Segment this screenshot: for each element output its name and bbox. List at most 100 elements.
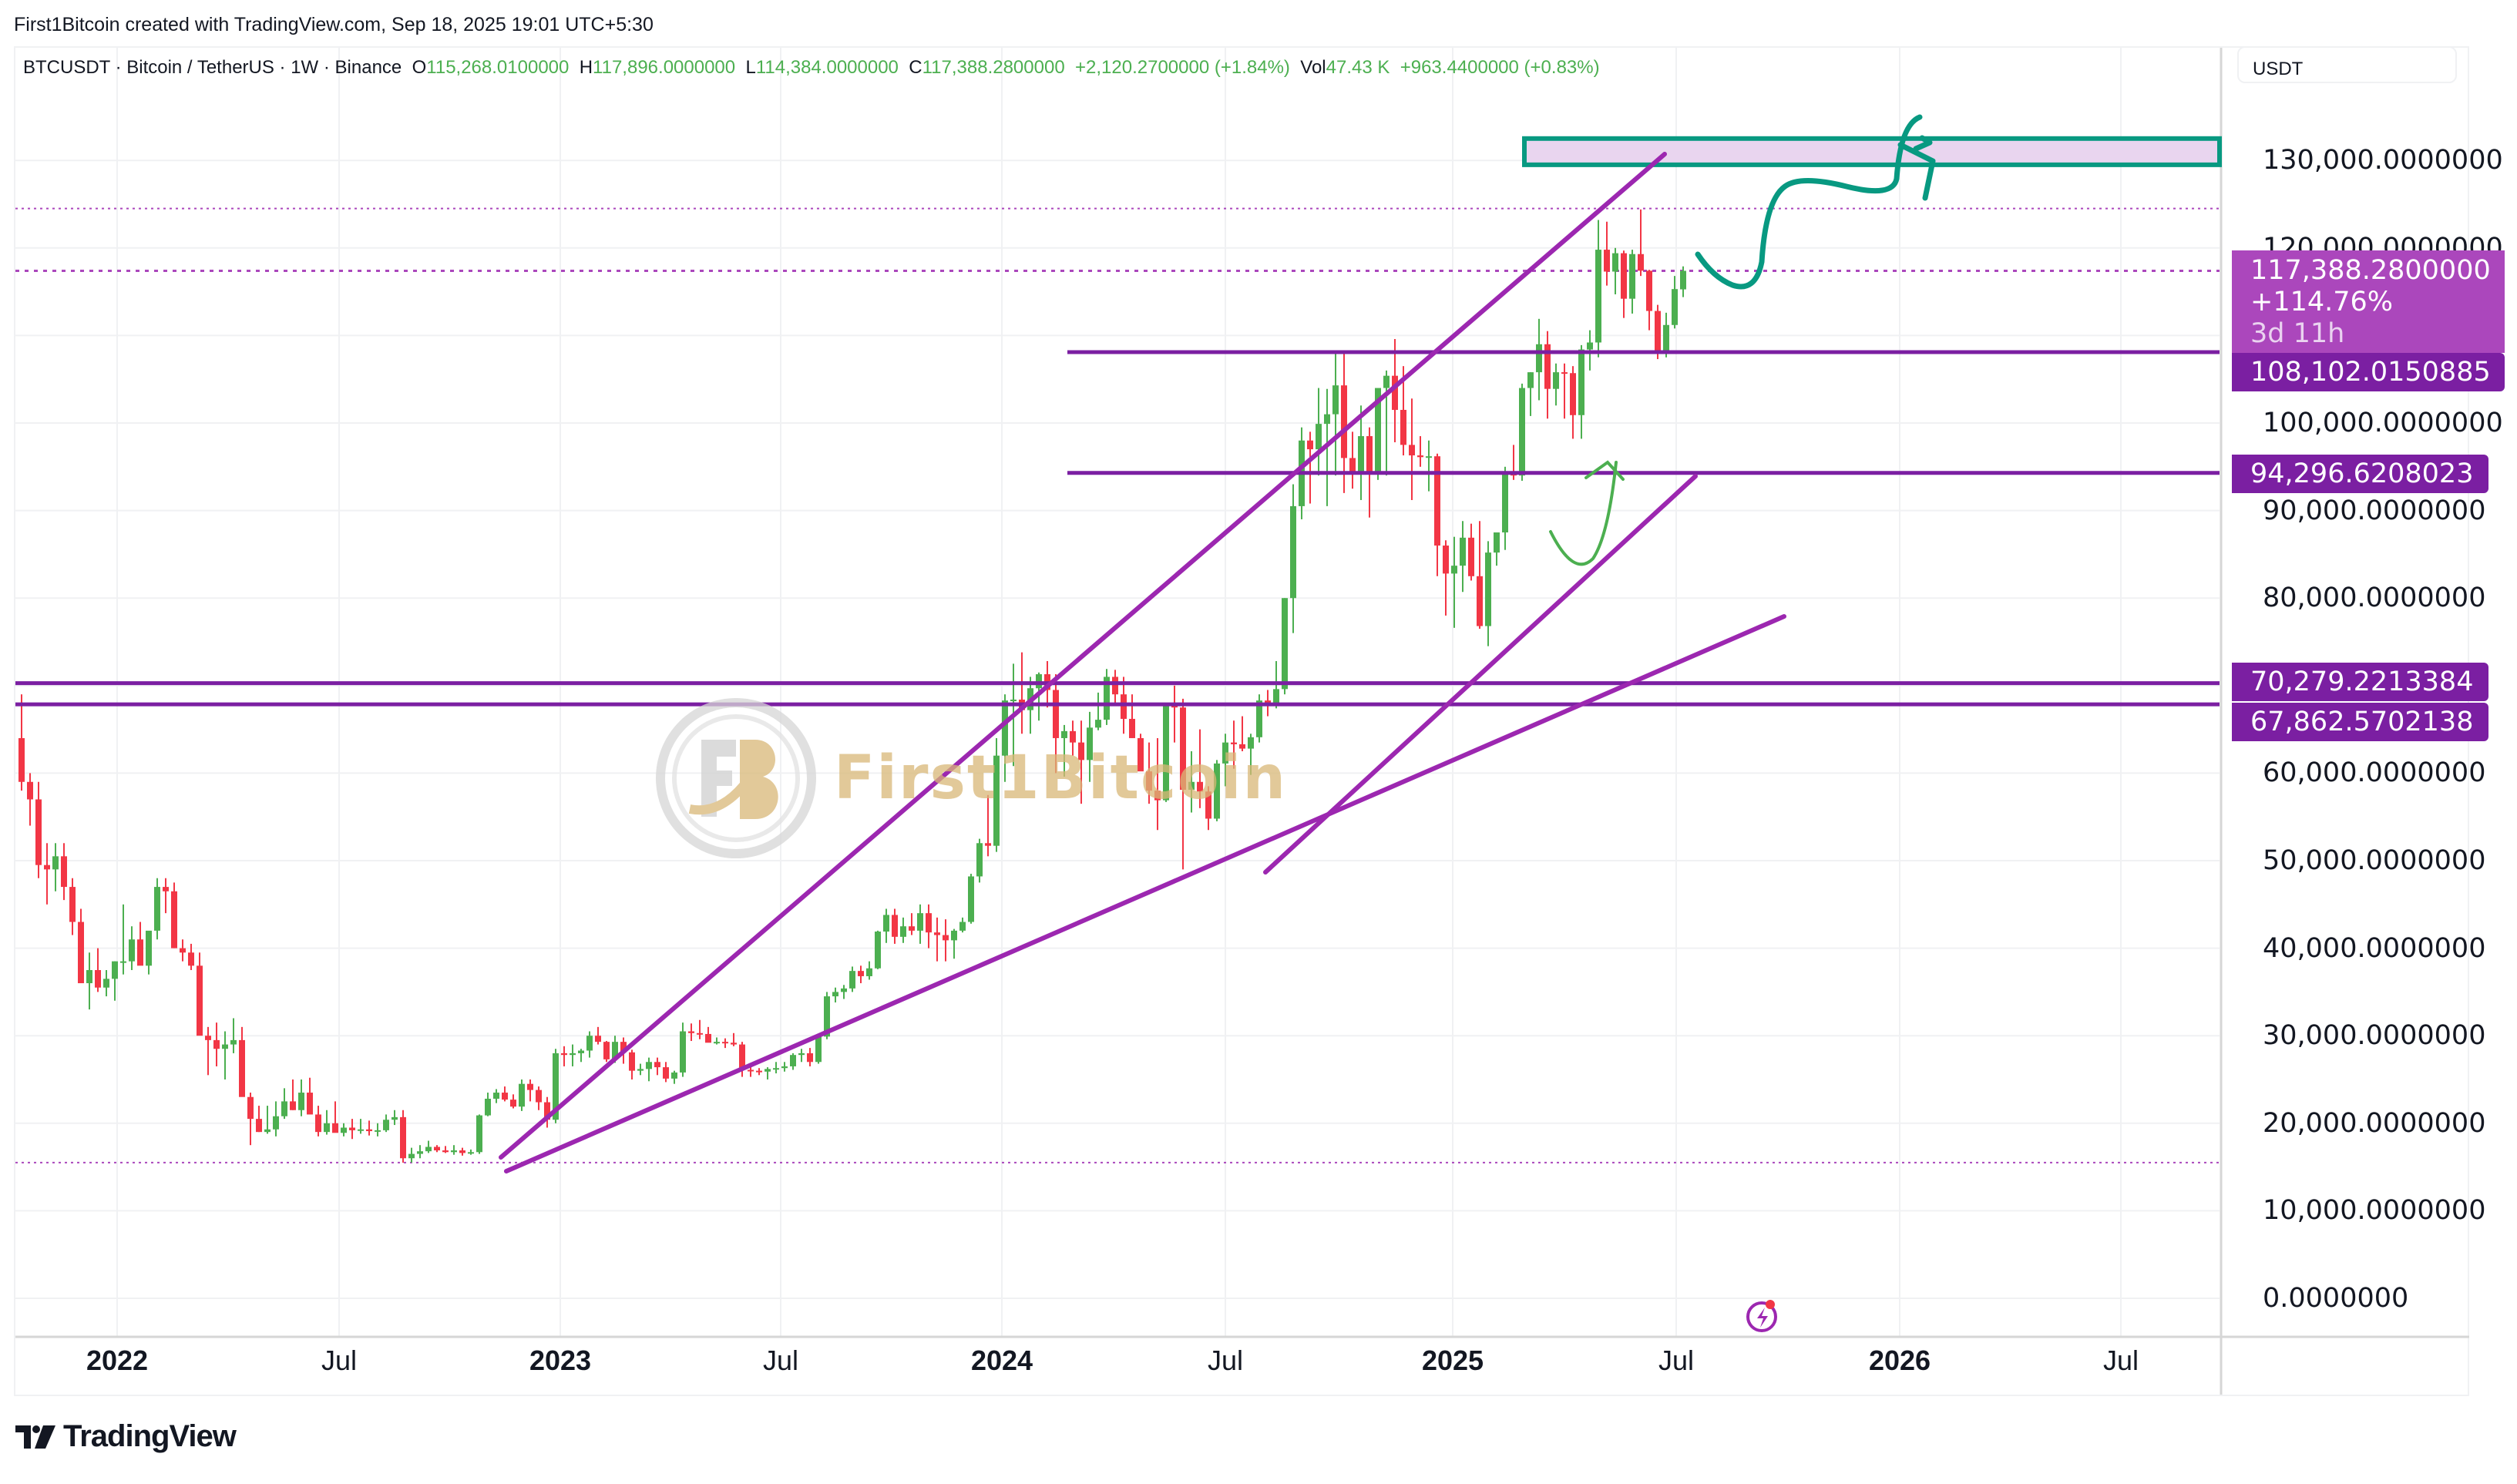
candle: [400, 1110, 406, 1163]
candle: [1205, 786, 1211, 831]
time-tick: 2023: [529, 1345, 592, 1376]
symbol-info[interactable]: BTCUSDT · Bitcoin / TetherUS · 1W · Bina…: [23, 57, 402, 78]
candle: [78, 908, 84, 984]
candle: [1138, 734, 1144, 772]
candle: [654, 1057, 660, 1076]
candle: [765, 1067, 771, 1079]
candle: [434, 1145, 440, 1153]
candle: [442, 1146, 449, 1153]
candle: [69, 878, 76, 935]
candle: [1129, 694, 1135, 738]
current-price-tag: 117,388.2800000 +114.76% 3d 11h: [2232, 250, 2505, 353]
steep-support-trendline: [1263, 474, 1698, 875]
candle: [120, 904, 126, 975]
candle: [18, 694, 25, 791]
candle: [1595, 220, 1601, 358]
open-value: 115,268.0100000: [426, 57, 570, 78]
candle: [705, 1026, 711, 1043]
level-price-tag: 94,296.6208023: [2232, 455, 2488, 493]
time-tick: 2024: [970, 1345, 1033, 1376]
candle: [324, 1110, 330, 1135]
candle: [391, 1110, 398, 1126]
low-value: 114,384.0000000: [755, 57, 899, 78]
candle: [1375, 388, 1381, 480]
candle: [1383, 370, 1390, 476]
candle: [570, 1044, 576, 1066]
price-tick: 90,000.0000000: [2263, 495, 2486, 526]
candle: [1358, 405, 1364, 500]
candle: [468, 1149, 474, 1155]
candle: [129, 926, 135, 970]
price-tick: 50,000.0000000: [2263, 845, 2486, 876]
candle: [680, 1022, 686, 1077]
candle: [281, 1088, 287, 1120]
current-change-pct: +114.76%: [2250, 287, 2394, 317]
candle: [951, 928, 957, 959]
candle: [408, 1147, 415, 1163]
candle: [1612, 247, 1618, 295]
candle: [1002, 694, 1008, 782]
tradingview-logo[interactable]: TradingView: [15, 1419, 237, 1454]
candle: [86, 952, 92, 1010]
candle: [968, 874, 974, 924]
candle: [586, 1031, 593, 1058]
candle: [1256, 694, 1262, 743]
candle: [561, 1046, 567, 1066]
currency-unit-button[interactable]: USDT: [2237, 46, 2457, 83]
candlesticks: [18, 209, 1686, 1163]
candle: [502, 1086, 508, 1102]
time-tick: 2025: [1421, 1345, 1484, 1376]
close-value: 117,388.2800000: [922, 57, 1065, 78]
time-tick: Jul: [1207, 1345, 1244, 1376]
price-tick: 20,000.0000000: [2263, 1107, 2486, 1139]
candle: [485, 1093, 491, 1116]
candle: [341, 1123, 347, 1137]
candle: [1087, 711, 1093, 782]
candle: [1570, 366, 1576, 439]
candle: [519, 1079, 525, 1111]
candle: [1604, 221, 1610, 286]
candle: [1544, 331, 1551, 419]
high-label: H: [579, 57, 593, 78]
candle: [375, 1123, 381, 1137]
candle: [180, 939, 186, 962]
candle: [103, 970, 109, 997]
candle: [417, 1145, 423, 1159]
candle: [1282, 598, 1288, 695]
candle: [222, 1031, 228, 1079]
candle: [315, 1106, 321, 1137]
candle: [1426, 440, 1432, 492]
candle: [1078, 720, 1084, 804]
candle: [383, 1114, 389, 1133]
candle: [1248, 734, 1254, 775]
candle: [1417, 436, 1423, 467]
candle: [993, 737, 1000, 852]
candle: [137, 922, 143, 966]
candle: [1214, 760, 1220, 821]
time-tick: Jul: [762, 1345, 799, 1376]
candle: [1188, 751, 1195, 813]
candle: [985, 794, 991, 857]
candle: [154, 878, 160, 940]
tradingview-brand: TradingView: [63, 1419, 237, 1453]
candle: [790, 1053, 796, 1070]
chart-credit: First1Bitcoin created with TradingView.c…: [14, 14, 654, 35]
candle: [1655, 304, 1661, 360]
time-tick: Jul: [2102, 1345, 2139, 1376]
volume-value: 47.43 K: [1326, 57, 1390, 78]
candle: [1460, 521, 1466, 593]
time-tick: Jul: [1658, 1345, 1695, 1376]
candle: [527, 1079, 533, 1102]
candle: [1638, 209, 1644, 277]
candle: [1553, 363, 1559, 406]
candle: [264, 1106, 271, 1134]
candle: [1409, 398, 1415, 500]
price-tick: 30,000.0000000: [2263, 1020, 2486, 1052]
candle: [205, 1026, 211, 1076]
candle: [722, 1038, 728, 1049]
candle: [900, 917, 906, 943]
candle: [603, 1041, 610, 1063]
candle: [197, 952, 203, 1036]
candle: [163, 878, 169, 914]
